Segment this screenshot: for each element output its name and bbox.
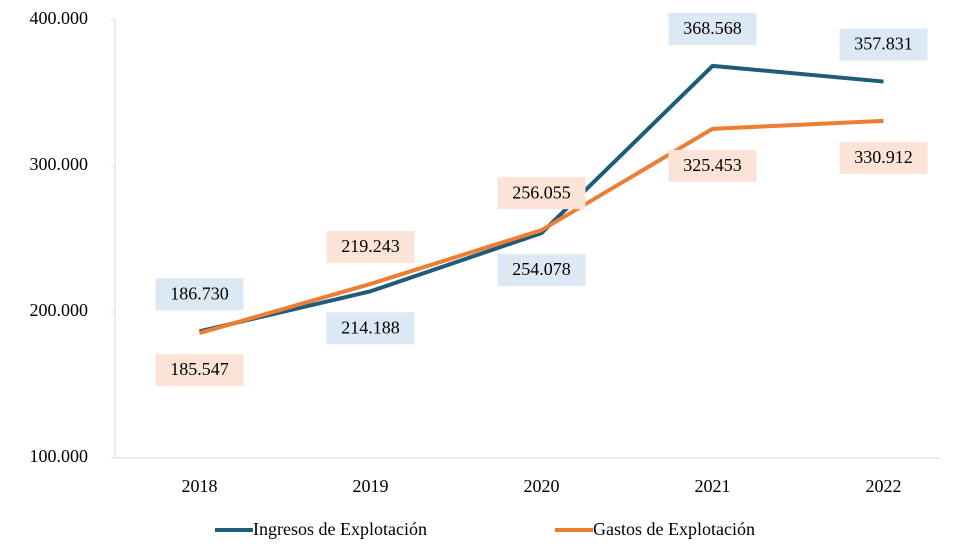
- data-label: 219.243: [341, 236, 400, 256]
- data-label-bg: [839, 28, 928, 61]
- x-tick-label: 2022: [866, 476, 902, 496]
- x-tick-label: 2018: [182, 476, 218, 496]
- data-label-bg: [839, 141, 928, 174]
- series-line: [198, 118, 884, 336]
- data-label: 330.912: [854, 147, 913, 167]
- data-label-bg: [326, 312, 415, 345]
- data-label-bg: [155, 354, 244, 387]
- data-label: 256.055: [512, 182, 571, 202]
- data-label: 185.547: [170, 359, 229, 379]
- data-label: 214.188: [341, 317, 400, 337]
- data-label-bg: [497, 177, 586, 210]
- data-label: 186.730: [170, 283, 229, 303]
- legend-label: Gastos de Explotación: [593, 519, 755, 539]
- data-label-bg: [668, 12, 757, 45]
- y-tick-label: 200.000: [30, 300, 89, 320]
- data-label-bg: [668, 149, 757, 182]
- data-label: 357.831: [854, 34, 913, 54]
- data-label-bg: [155, 278, 244, 311]
- x-tick-label: 2020: [524, 476, 560, 496]
- data-label-bg: [326, 230, 415, 263]
- y-tick-label: 400.000: [30, 8, 89, 28]
- data-label: 325.453: [683, 155, 742, 175]
- x-tick-label: 2021: [695, 476, 731, 496]
- data-label: 368.568: [683, 18, 742, 38]
- y-tick-label: 100.000: [30, 446, 89, 466]
- data-label: 254.078: [512, 259, 571, 279]
- legend-label: Ingresos de Explotación: [253, 519, 427, 539]
- data-label-bg: [497, 254, 586, 287]
- x-tick-label: 2019: [353, 476, 389, 496]
- y-tick-label: 300.000: [30, 154, 89, 174]
- series-line: [199, 63, 884, 334]
